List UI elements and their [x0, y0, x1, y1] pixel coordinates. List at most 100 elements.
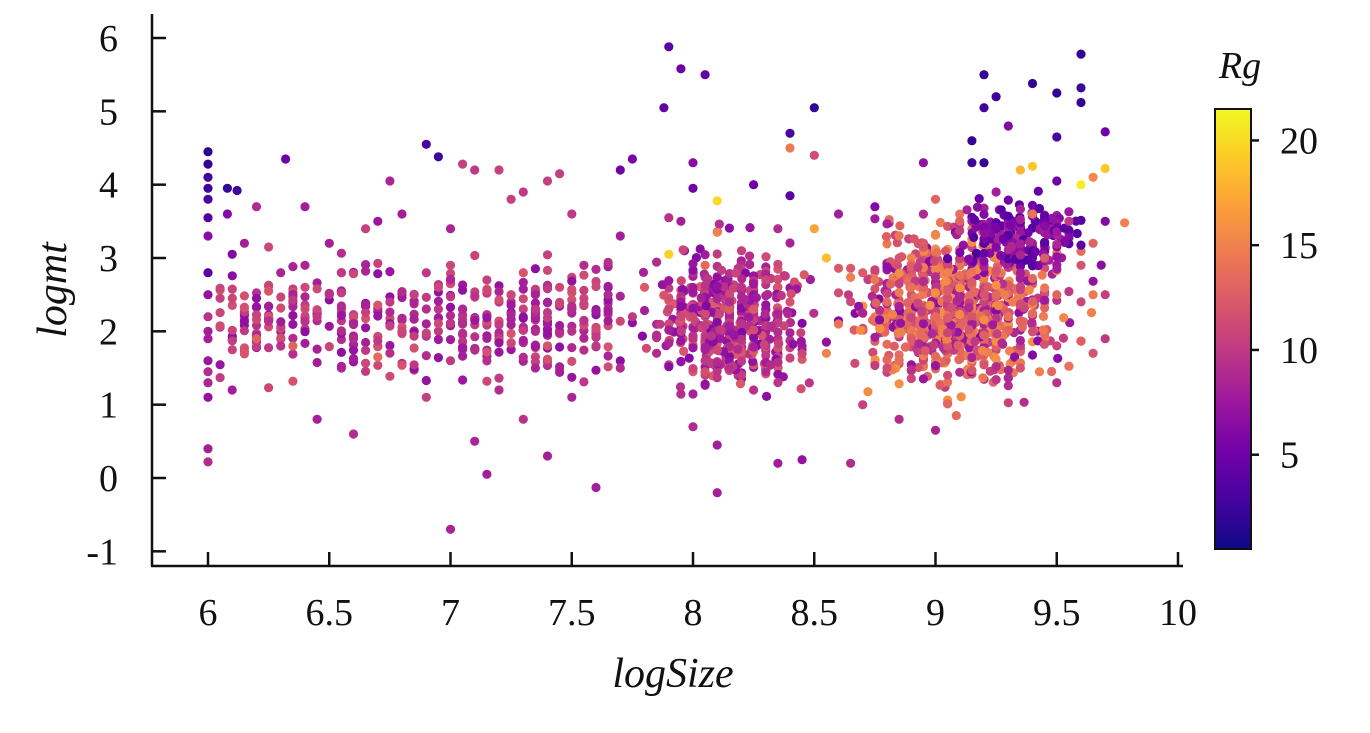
scatter-point	[1027, 296, 1038, 306]
scatter-point	[494, 338, 504, 348]
scatter-point	[875, 324, 885, 334]
scatter-point	[882, 339, 892, 349]
scatter-point	[433, 353, 443, 363]
scatter-point	[470, 436, 480, 446]
scatter-point	[409, 343, 419, 353]
scatter-point	[518, 268, 528, 278]
scatter-point	[1052, 176, 1062, 186]
scatter-point	[336, 363, 346, 373]
scatter-point	[494, 287, 504, 297]
scatter-point	[506, 309, 516, 320]
scatter-point	[724, 297, 735, 307]
y-tick-label: 3	[99, 238, 118, 280]
scatter-point	[885, 279, 896, 289]
scatter-point	[943, 341, 953, 351]
scatter-point	[530, 340, 541, 350]
scatter-point	[712, 366, 722, 376]
scatter-point	[482, 333, 492, 343]
scatter-point	[733, 344, 743, 354]
scatter-point	[458, 159, 468, 169]
scatter-point	[918, 209, 929, 219]
scatter-point	[421, 392, 431, 402]
scatter-point	[676, 276, 686, 286]
scatter-point	[749, 279, 759, 289]
scatter-point	[684, 353, 694, 363]
scatter-point	[1015, 204, 1025, 214]
scatter-point	[1052, 227, 1062, 237]
scatter-point	[276, 303, 286, 313]
y-tick-label: 2	[99, 311, 118, 353]
scatter-point	[967, 312, 977, 322]
scatter-point	[870, 360, 880, 371]
scatter-point	[652, 330, 662, 340]
scatter-point	[955, 367, 965, 377]
scatter-point	[761, 350, 771, 361]
scatter-point	[555, 282, 565, 292]
scatter-point	[506, 300, 516, 310]
scatter-point	[421, 292, 431, 302]
scatter-point	[203, 367, 213, 377]
scatter-point	[1052, 378, 1062, 388]
scatter-point	[894, 268, 904, 278]
scatter-point	[385, 267, 395, 277]
scatter-point	[1015, 239, 1025, 249]
scatter-point	[724, 321, 735, 331]
scatter-point	[863, 275, 873, 285]
scatter-point	[203, 159, 213, 169]
scatter-point	[567, 295, 577, 305]
scatter-point	[804, 378, 814, 388]
scatter-point	[518, 294, 528, 304]
scatter-point	[251, 341, 262, 351]
scatter-point	[288, 319, 298, 329]
scatter-point	[1072, 228, 1082, 239]
scatter-point	[579, 260, 589, 270]
scatter-point	[700, 342, 710, 353]
scatter-point	[821, 253, 832, 263]
scatter-point	[409, 314, 419, 324]
scatter-point	[664, 304, 674, 314]
y-tick-label: 5	[99, 91, 118, 133]
scatter-point	[736, 370, 747, 380]
scatter-point	[765, 360, 776, 370]
scatter-point	[336, 288, 346, 298]
scatter-point	[288, 376, 298, 386]
scatter-point	[530, 264, 541, 274]
scatter-point	[227, 300, 237, 310]
scatter-point	[361, 260, 371, 270]
scatter-point	[714, 219, 724, 229]
scatter-point	[913, 298, 923, 308]
scatter-point	[943, 268, 953, 278]
scatter-point	[555, 297, 565, 307]
scatter-point	[929, 340, 939, 350]
scatter-point	[445, 356, 456, 366]
scatter-point	[943, 293, 953, 303]
scatter-point	[518, 187, 528, 197]
scatter-point	[930, 272, 941, 282]
scatter-point	[761, 252, 771, 262]
scatter-point	[361, 299, 371, 310]
scatter-point	[821, 348, 832, 358]
scatter-point	[494, 347, 504, 357]
scatter-point	[222, 209, 232, 219]
scatter-point	[542, 354, 553, 364]
scatter-point	[1052, 290, 1062, 300]
scatter-point	[1052, 132, 1062, 142]
scatter-point	[773, 369, 783, 379]
scatter-point	[882, 355, 892, 365]
scatter-point	[1047, 213, 1057, 223]
scatter-point	[215, 308, 225, 318]
scatter-point	[700, 367, 710, 377]
scatter-point	[1027, 309, 1038, 319]
scatter-point	[1039, 339, 1049, 349]
scatter-point	[1015, 363, 1025, 373]
scatter-point	[348, 334, 359, 344]
scatter-point	[894, 287, 904, 297]
scatter-point	[1027, 252, 1038, 263]
x-tick-label: 7	[441, 592, 460, 634]
scatter-point	[445, 318, 456, 328]
scatter-point	[615, 165, 625, 175]
scatter-point	[373, 352, 383, 362]
scatter-point	[542, 341, 553, 351]
scatter-point	[1053, 353, 1063, 363]
scatter-point	[1003, 325, 1013, 335]
